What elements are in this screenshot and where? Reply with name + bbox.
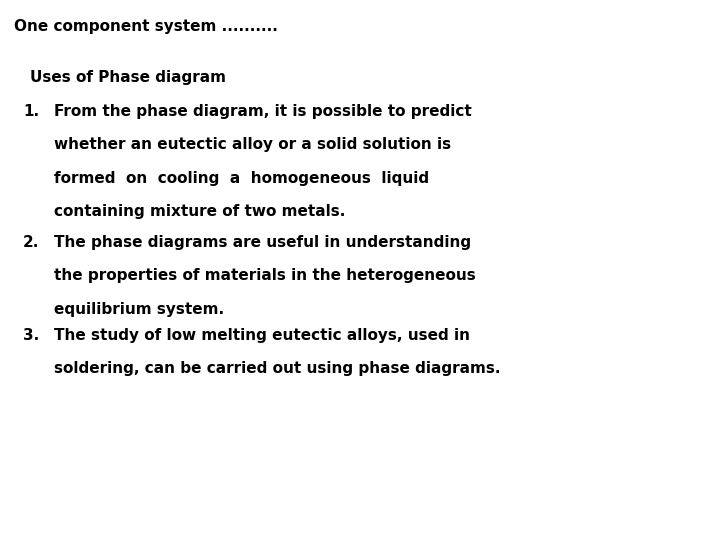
Text: soldering, can be carried out using phase diagrams.: soldering, can be carried out using phas… — [54, 361, 500, 376]
Text: containing mixture of two metals.: containing mixture of two metals. — [54, 204, 346, 219]
Text: One component system ..........: One component system .......... — [14, 19, 278, 34]
Text: 2.: 2. — [23, 235, 40, 250]
Text: The study of low melting eutectic alloys, used in: The study of low melting eutectic alloys… — [54, 328, 470, 343]
Text: whether an eutectic alloy or a solid solution is: whether an eutectic alloy or a solid sol… — [54, 137, 451, 152]
Text: equilibrium system.: equilibrium system. — [54, 302, 224, 317]
Text: From the phase diagram, it is possible to predict: From the phase diagram, it is possible t… — [54, 104, 472, 119]
Text: Uses of Phase diagram: Uses of Phase diagram — [30, 70, 226, 85]
Text: the properties of materials in the heterogeneous: the properties of materials in the heter… — [54, 268, 476, 284]
Text: The phase diagrams are useful in understanding: The phase diagrams are useful in underst… — [54, 235, 471, 250]
Text: 1.: 1. — [23, 104, 39, 119]
Text: 3.: 3. — [23, 328, 40, 343]
Text: formed  on  cooling  a  homogeneous  liquid: formed on cooling a homogeneous liquid — [54, 171, 429, 186]
